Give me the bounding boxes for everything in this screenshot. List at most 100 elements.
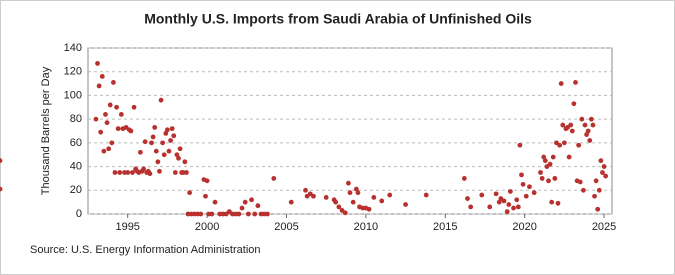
data-point (511, 205, 516, 211)
data-point (130, 170, 135, 175)
data-point (598, 158, 604, 164)
data-point (311, 193, 316, 199)
data-point (550, 154, 556, 160)
data-point (506, 202, 512, 207)
data-point (96, 83, 102, 89)
data-point (527, 184, 532, 190)
data-point (461, 176, 467, 181)
data-point (128, 128, 134, 134)
data-point (350, 199, 356, 205)
data-point (423, 192, 429, 198)
data-point (355, 190, 361, 196)
data-point (479, 192, 485, 198)
y-tick-label: 0 (76, 208, 82, 220)
x-tick-label: 2020 (512, 221, 536, 233)
data-point (371, 195, 377, 200)
data-point (153, 148, 159, 154)
data-point (271, 176, 277, 181)
data-point (172, 170, 178, 175)
data-point (103, 112, 108, 117)
data-point (166, 148, 172, 154)
x-tick-label: 2000 (195, 221, 219, 233)
data-point (142, 139, 148, 145)
data-point (568, 122, 574, 128)
y-tick-label: 20 (70, 184, 82, 196)
data-point (573, 79, 578, 85)
data-point (323, 195, 329, 200)
data-point (109, 140, 115, 146)
data-point (333, 199, 339, 205)
data-point (403, 202, 408, 207)
data-point (157, 168, 162, 174)
data-point (547, 161, 553, 167)
data-point (182, 159, 188, 165)
data-point (596, 187, 602, 193)
data-point (569, 128, 575, 134)
data-point (595, 206, 601, 212)
data-point (288, 199, 294, 205)
x-tick-label: 2015 (433, 221, 457, 233)
data-point (98, 129, 104, 135)
y-tick-label: 60 (70, 137, 82, 149)
data-point (366, 206, 372, 212)
data-point (255, 203, 261, 209)
data-point (347, 190, 353, 196)
y-axis-label: Thousand Barrels per Day (40, 66, 52, 195)
data-point (101, 148, 107, 154)
data-point (576, 142, 582, 148)
data-point (561, 140, 567, 146)
data-point (520, 181, 526, 187)
x-tick-label: 2025 (592, 221, 616, 233)
data-point (249, 197, 254, 203)
source-note: Source: U.S. Energy Information Administ… (30, 244, 261, 256)
data-point (160, 140, 166, 146)
data-point (555, 200, 561, 206)
data-point (501, 198, 507, 204)
data-point (117, 170, 123, 175)
data-point (387, 192, 393, 198)
data-point (99, 74, 105, 79)
data-point (346, 180, 351, 186)
data-point (209, 211, 215, 217)
data-point (0, 158, 3, 164)
data-point (603, 173, 609, 179)
data-point (593, 178, 599, 184)
data-point (531, 190, 537, 196)
data-point (111, 79, 116, 85)
data-point (588, 116, 594, 122)
data-point (557, 142, 562, 148)
data-point (519, 172, 524, 178)
data-point (558, 81, 564, 86)
data-point (93, 116, 99, 122)
data-point (212, 199, 218, 205)
data-point (493, 191, 499, 197)
data-point (204, 178, 210, 184)
data-point (581, 187, 586, 193)
data-point (590, 122, 596, 128)
data-point (245, 211, 251, 217)
data-point (187, 190, 193, 196)
data-point (252, 211, 258, 217)
data-point (106, 146, 112, 152)
data-point (465, 196, 470, 201)
data-point (149, 140, 154, 146)
data-point (517, 142, 523, 148)
data-point (579, 116, 585, 122)
y-tick-label: 40 (70, 160, 82, 172)
data-point (546, 178, 551, 184)
data-point (587, 138, 593, 143)
data-point (176, 155, 181, 161)
data-point (95, 61, 100, 66)
data-point (582, 122, 588, 128)
data-point (125, 170, 131, 175)
data-point (152, 125, 158, 130)
plot-area (87, 47, 613, 215)
data-point (104, 120, 110, 126)
data-point (158, 97, 164, 103)
data-point (147, 171, 153, 177)
data-point (177, 146, 183, 152)
data-point (115, 126, 121, 132)
data-point (504, 209, 510, 215)
